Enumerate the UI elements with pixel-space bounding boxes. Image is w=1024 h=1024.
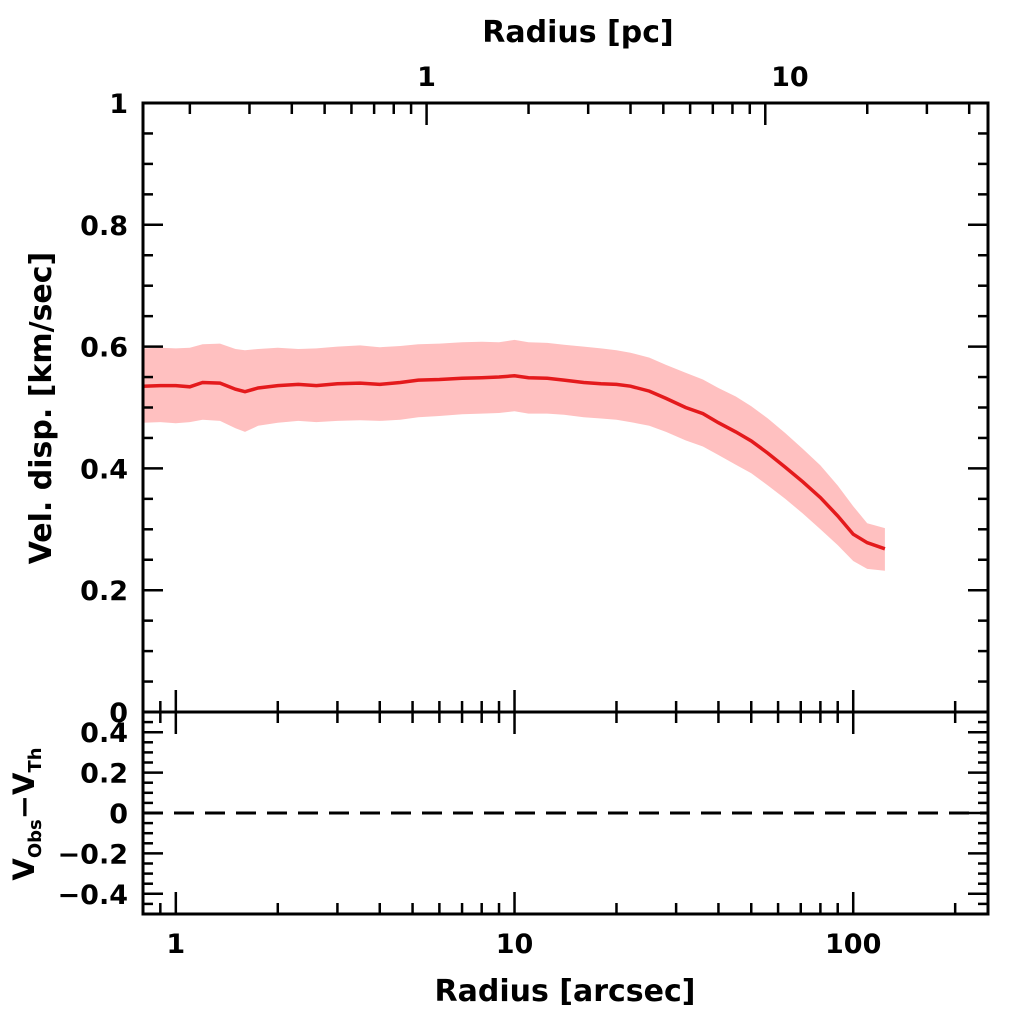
bottom-x-tick-labels: 1 10 100 bbox=[166, 929, 881, 960]
bottom-x-tick-label: 100 bbox=[825, 929, 881, 960]
residual-panel: 0.4 0.2 0 −0.2 −0.4 1 10 100 bbox=[58, 710, 990, 960]
bottom-x-tick-label: 10 bbox=[496, 929, 534, 960]
main-y-tick-label: 0.6 bbox=[80, 333, 128, 364]
bottom-axis-title: Radius [arcsec] bbox=[435, 974, 696, 1009]
main-y-axis-title: Vel. disp. [km/sec] bbox=[24, 252, 59, 565]
top-axis-title: Radius [pc] bbox=[482, 15, 673, 50]
res-y-tick-label: −0.2 bbox=[58, 839, 128, 870]
error-band bbox=[143, 339, 885, 571]
main-y-tick-label: 0.4 bbox=[80, 454, 128, 485]
res-y-tick-label: 0.4 bbox=[80, 718, 128, 749]
main-panel: 0 0.2 0.4 0.6 0.8 1 1 10 bbox=[80, 62, 990, 729]
minus-sign: − bbox=[7, 795, 41, 819]
top-x-tick-labels: 1 10 bbox=[417, 62, 808, 93]
residual-y-tick-labels: 0.4 0.2 0 −0.2 −0.4 bbox=[58, 718, 128, 911]
main-ticks bbox=[141, 101, 988, 714]
residual-ticks bbox=[141, 710, 988, 916]
main-y-tick-label: 0 bbox=[109, 698, 128, 729]
top-x-tick-label: 10 bbox=[771, 62, 809, 93]
main-y-tick-label: 1 bbox=[109, 89, 128, 120]
main-y-tick-label: 0.2 bbox=[80, 576, 128, 607]
main-y-tick-label: 0.8 bbox=[80, 211, 128, 242]
res-y-tick-label: 0.2 bbox=[80, 759, 128, 790]
main-y-tick-labels: 0 0.2 0.4 0.6 0.8 1 bbox=[80, 89, 128, 729]
obs-subscript: Obs bbox=[25, 819, 46, 858]
top-x-tick-label: 1 bbox=[417, 62, 436, 93]
res-y-tick-label: −0.4 bbox=[58, 880, 128, 911]
residual-frame bbox=[141, 710, 990, 916]
th-subscript: Th bbox=[25, 747, 46, 772]
residual-y-axis-title: VObs−VTh bbox=[7, 747, 46, 880]
res-y-tick-label: 0 bbox=[109, 799, 128, 830]
bottom-x-tick-label: 1 bbox=[166, 929, 185, 960]
v-obs-symbol: V bbox=[7, 858, 41, 881]
v-th-symbol: V bbox=[7, 772, 41, 795]
dispersion-line bbox=[142, 374, 886, 551]
